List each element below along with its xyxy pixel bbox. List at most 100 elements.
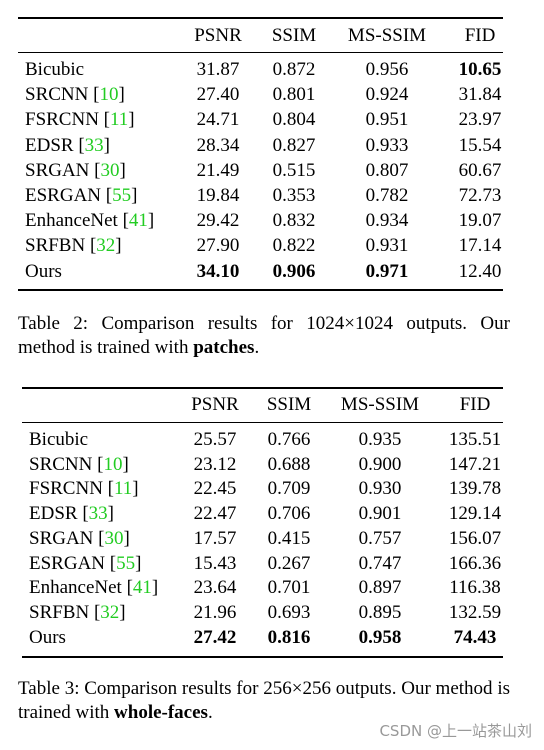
method-name: Bicubic [25, 59, 85, 80]
value-cell: 0.906 [272, 260, 316, 282]
citation: [32] [93, 601, 126, 623]
method-name: EnhanceNet [25, 210, 118, 232]
bottom-rule [22, 656, 503, 658]
header-rule [18, 52, 503, 53]
value-cell: 0.688 [267, 453, 311, 475]
method-name: Ours [25, 260, 62, 282]
value-cell: 0.933 [365, 134, 409, 156]
top-rule [18, 17, 503, 19]
value-cell: 60.67 [458, 159, 502, 181]
citation: [10] [97, 453, 129, 475]
caption-bold: patches [193, 337, 255, 358]
method-cell: Ours [29, 627, 66, 649]
value-cell: 166.36 [448, 552, 502, 574]
method-name: SRGAN [25, 159, 90, 181]
value-cell: 0.766 [267, 429, 311, 450]
method-cell: SRGAN [30] [25, 160, 126, 182]
method-name: ESRGAN [29, 552, 106, 574]
method-cell: EDSR [33] [25, 135, 110, 157]
method-name: SRCNN [25, 84, 89, 106]
value-cell: 72.73 [458, 185, 502, 206]
value-cell: 17.14 [458, 235, 502, 257]
value-cell: 147.21 [448, 453, 502, 475]
value-cell: 27.42 [193, 626, 237, 648]
method-name: SRCNN [29, 453, 93, 475]
value-cell: 0.801 [272, 84, 316, 106]
method-cell: SRFBN [32] [29, 602, 126, 624]
value-cell: 129.14 [448, 503, 502, 525]
value-cell: 0.515 [272, 159, 316, 181]
method-cell: Ours [25, 261, 62, 283]
value-cell: 23.64 [193, 577, 237, 599]
value-cell: 10.65 [458, 59, 502, 80]
value-cell: 0.757 [358, 527, 402, 549]
value-cell: 0.415 [267, 527, 311, 549]
value-cell: 22.47 [193, 503, 237, 525]
value-cell: 0.827 [272, 134, 316, 156]
citation: [41] [126, 577, 159, 599]
column-header: SSIM [266, 394, 312, 415]
value-cell: 0.807 [365, 159, 409, 181]
value-cell: 21.49 [196, 159, 240, 181]
value-cell: 21.96 [193, 601, 237, 623]
citation: [55] [105, 185, 138, 206]
value-cell: 12.40 [458, 260, 502, 282]
method-name: SRFBN [25, 235, 86, 257]
value-cell: 19.07 [458, 210, 502, 232]
caption-bold: whole-faces [114, 702, 208, 723]
method-name: EDSR [25, 134, 74, 156]
value-cell: 28.34 [196, 134, 240, 156]
citation: [32] [89, 235, 122, 257]
method-name: FSRCNN [29, 478, 103, 500]
value-cell: 74.43 [453, 626, 497, 648]
citation: [30] [94, 159, 126, 181]
value-cell: 27.90 [196, 235, 240, 257]
value-cell: 139.78 [448, 478, 502, 500]
value-cell: 0.934 [365, 210, 409, 232]
method-cell: EnhanceNet [41] [29, 577, 158, 599]
method-cell: SRCNN [10] [25, 84, 125, 106]
value-cell: 0.353 [272, 185, 316, 206]
bottom-rule [18, 289, 503, 291]
value-cell: 156.07 [448, 527, 502, 549]
caption-text: Table 3: Comparison results for 256×256 … [18, 678, 510, 723]
column-header: FID [464, 25, 496, 46]
value-cell: 0.897 [358, 577, 402, 599]
value-cell: 29.42 [196, 210, 240, 232]
value-cell: 0.747 [358, 552, 402, 574]
citation: [10] [93, 84, 125, 106]
column-header: PSNR [194, 25, 242, 46]
method-cell: Bicubic [29, 429, 88, 451]
value-cell: 23.97 [458, 109, 502, 131]
value-cell: 0.782 [365, 185, 409, 206]
value-cell: 0.901 [358, 503, 402, 525]
watermark: CSDN @上一站茶山刘 [379, 722, 532, 740]
value-cell: 0.930 [358, 478, 402, 500]
method-name: Bicubic [29, 429, 89, 450]
value-cell: 0.816 [267, 626, 311, 648]
value-cell: 132.59 [448, 601, 502, 623]
value-cell: 27.40 [196, 84, 240, 106]
method-cell: FSRCNN [11] [29, 478, 139, 500]
method-name: FSRCNN [25, 109, 99, 131]
value-cell: 0.832 [272, 210, 316, 232]
value-cell: 0.693 [267, 601, 311, 623]
value-cell: 0.706 [267, 503, 311, 525]
column-header: FID [459, 394, 491, 415]
value-cell: 15.43 [193, 552, 237, 574]
value-cell: 135.51 [448, 429, 502, 450]
value-cell: 116.38 [449, 577, 501, 599]
method-cell: ESRGAN [55] [25, 185, 137, 207]
value-cell: 0.709 [267, 478, 311, 500]
method-name: ESRGAN [25, 185, 102, 206]
value-cell: 22.45 [193, 478, 237, 500]
value-cell: 15.54 [458, 134, 502, 156]
caption-end: . [254, 337, 260, 358]
method-cell: Bicubic [25, 59, 84, 81]
method-name: Ours [29, 626, 66, 648]
value-cell: 0.872 [272, 59, 316, 80]
value-cell: 0.900 [358, 453, 402, 475]
method-cell: SRCNN [10] [29, 454, 129, 476]
method-cell: SRFBN [32] [25, 235, 122, 257]
